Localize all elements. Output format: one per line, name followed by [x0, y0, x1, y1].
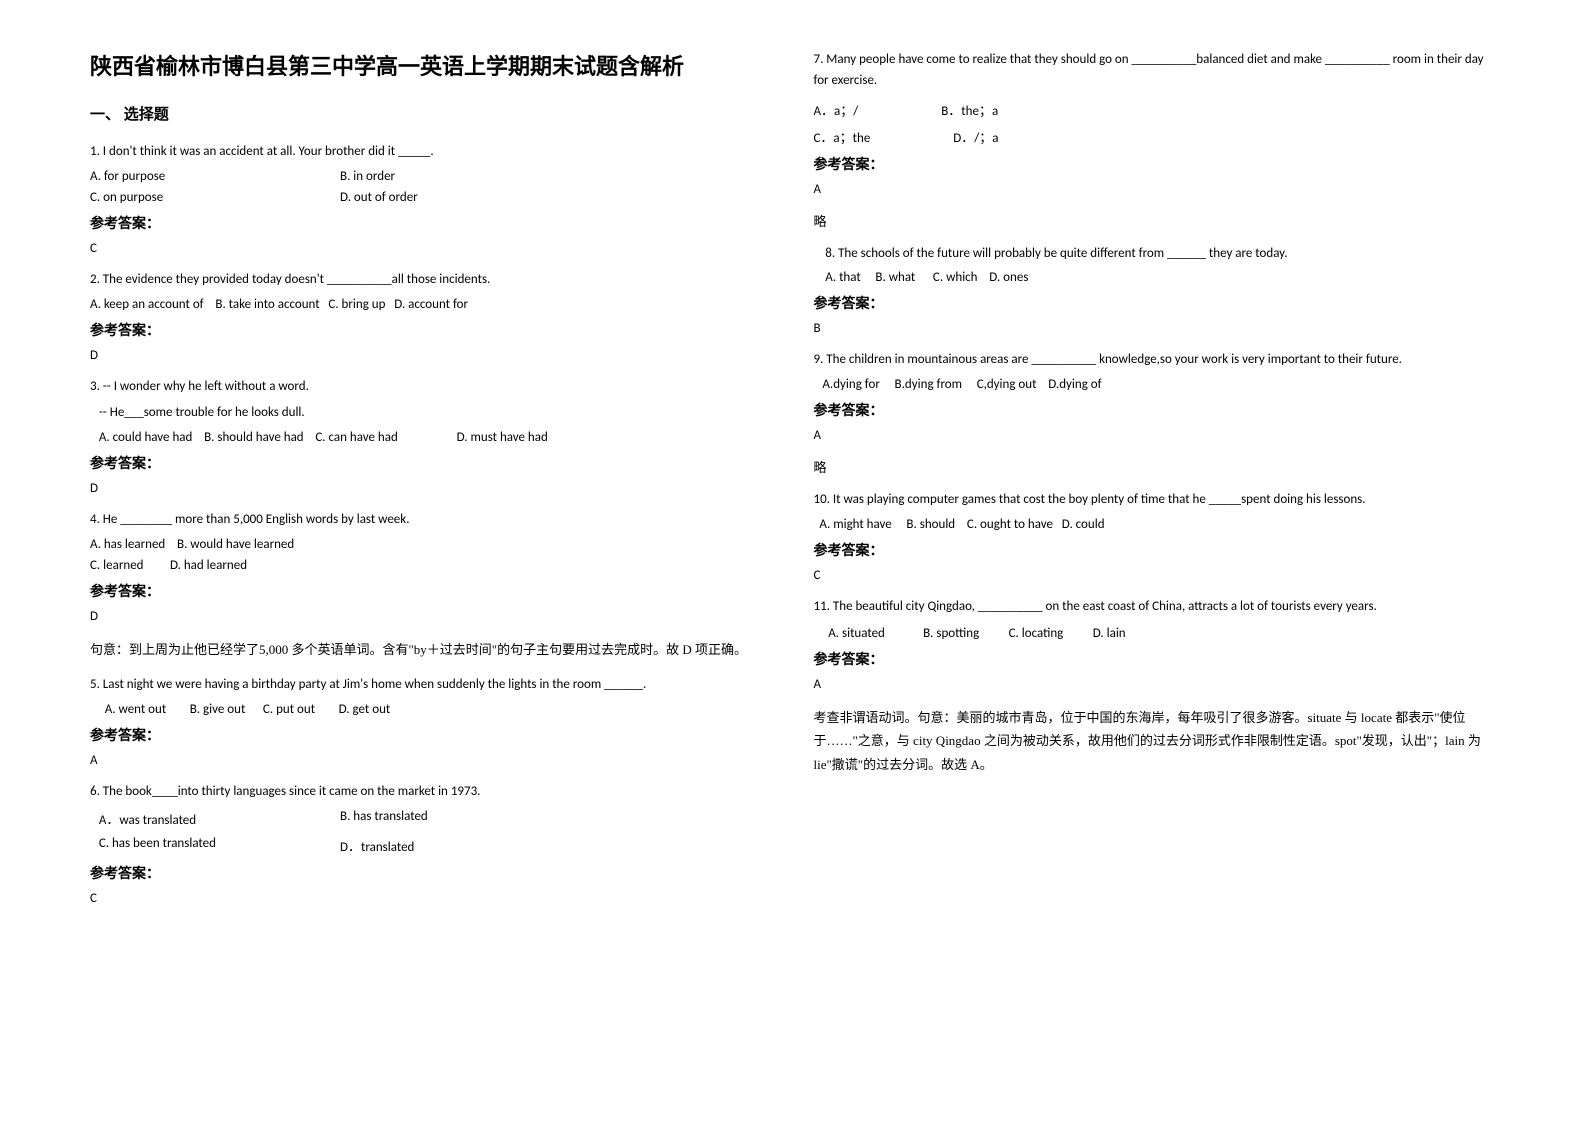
q8-answer-label: 参考答案： [814, 293, 1498, 313]
question-4-text: 4. He ________ more than 5,000 English w… [90, 510, 774, 531]
q4-explanation: 句意：到上周为止他已经学了5,000 多个英语单词。含有"by＋过去时间"的句子… [90, 638, 774, 661]
question-6-text: 6. The book____into thirty languages sin… [90, 782, 774, 803]
question-8-text: 8. The schools of the future will probab… [814, 244, 1498, 265]
q2-answer: D [90, 348, 774, 363]
q10-answer-label: 参考答案： [814, 540, 1498, 560]
right-column: 7. Many people have come to realize that… [794, 50, 1518, 1072]
section-heading-1: 一、 选择题 [90, 103, 774, 124]
question-9-text: 9. The children in mountainous areas are… [814, 350, 1498, 371]
q1-answer: C [90, 241, 774, 256]
q6-opt-a: A．was translated [90, 809, 340, 828]
left-column: 陕西省榆林市博白县第三中学高一英语上学期期末试题含解析 一、 选择题 1. I … [70, 50, 794, 1072]
q7-brief: 略 [814, 211, 1498, 230]
question-4-options-ab: A. has learned B. would have learned [90, 537, 774, 552]
q6-answer-label: 参考答案： [90, 863, 774, 883]
q1-answer-label: 参考答案： [90, 213, 774, 233]
q6-opt-b: B. has translated [340, 809, 428, 828]
q6-answer: C [90, 891, 774, 906]
page-title: 陕西省榆林市博白县第三中学高一英语上学期期末试题含解析 [90, 50, 774, 83]
q1-opt-c: C. on purpose [90, 190, 340, 205]
question-3-line1: 3. -- I wonder why he left without a wor… [90, 377, 774, 398]
question-1-options-ab: A. for purpose B. in order [90, 169, 774, 184]
question-7-options-cd: C．a；the D．/；a [814, 127, 1498, 146]
q6-opt-d: D．translated [340, 836, 414, 855]
q6-opt-c: C. has been translated [90, 836, 340, 855]
question-9-options: A.dying for B.dying from C,dying out D.d… [814, 377, 1498, 392]
q7-answer-label: 参考答案： [814, 154, 1498, 174]
question-6-options-cd: C. has been translated D．translated [90, 836, 774, 855]
question-11-text: 11. The beautiful city Qingdao, ________… [814, 597, 1498, 618]
question-1-options-cd: C. on purpose D. out of order [90, 190, 774, 205]
question-2-options: A. keep an account of B. take into accou… [90, 297, 774, 312]
q11-explanation: 考查非谓语动词。句意：美丽的城市青岛，位于中国的东海岸，每年吸引了很多游客。si… [814, 706, 1498, 776]
q7-opt-c: C．a；the [814, 127, 871, 146]
q7-opt-b: B．the；a [941, 100, 998, 119]
q10-answer: C [814, 568, 1498, 583]
question-10-text: 10. It was playing computer games that c… [814, 490, 1498, 511]
q7-opt-a: A．a；/ [814, 100, 859, 119]
q1-opt-d: D. out of order [340, 190, 418, 205]
question-6-options-ab: A．was translated B. has translated [90, 809, 774, 828]
q5-answer: A [90, 753, 774, 768]
q11-answer-label: 参考答案： [814, 649, 1498, 669]
q5-answer-label: 参考答案： [90, 725, 774, 745]
question-2-text: 2. The evidence they provided today does… [90, 270, 774, 291]
q11-answer: A [814, 677, 1498, 692]
q1-opt-b: B. in order [340, 169, 395, 184]
question-1-text: 1. I don't think it was an accident at a… [90, 142, 774, 163]
q7-opt-d: D．/；a [953, 127, 998, 146]
question-5-text: 5. Last night we were having a birthday … [90, 675, 774, 696]
q3-answer-label: 参考答案： [90, 453, 774, 473]
q4-answer-label: 参考答案： [90, 581, 774, 601]
question-7-options-ab: A．a；/ B．the；a [814, 100, 1498, 119]
question-3-line2: -- He___some trouble for he looks dull. [90, 403, 774, 424]
question-8-options: A. that B. what C. which D. ones [814, 270, 1498, 285]
question-10-options: A. might have B. should C. ought to have… [814, 517, 1498, 532]
q4-answer: D [90, 609, 774, 624]
q1-opt-a: A. for purpose [90, 169, 340, 184]
q9-brief: 略 [814, 457, 1498, 476]
q9-answer: A [814, 428, 1498, 443]
question-3-options: A. could have had B. should have had C. … [90, 430, 774, 445]
q8-answer: B [814, 321, 1498, 336]
question-5-options: A. went out B. give out C. put out D. ge… [90, 702, 774, 717]
question-11-options: A. situated B. spotting C. locating D. l… [814, 626, 1498, 641]
q2-answer-label: 参考答案： [90, 320, 774, 340]
q9-answer-label: 参考答案： [814, 400, 1498, 420]
q7-answer: A [814, 182, 1498, 197]
question-7-text: 7. Many people have come to realize that… [814, 50, 1498, 92]
q3-answer: D [90, 481, 774, 496]
question-4-options-cd: C. learned D. had learned [90, 558, 774, 573]
